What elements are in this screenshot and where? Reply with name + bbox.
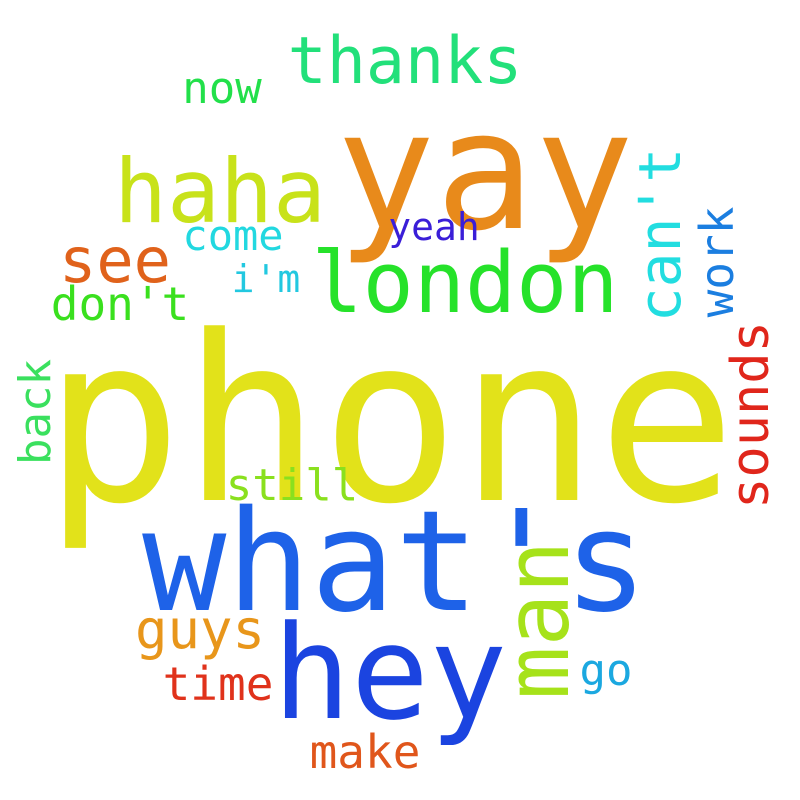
word-whats: what's (142, 481, 648, 644)
word-back: back (10, 359, 61, 465)
word-work: work (690, 207, 744, 318)
word-dont: don't (51, 277, 189, 331)
word-still: still (226, 460, 358, 511)
word-see: see (59, 224, 171, 297)
word-london: london (311, 234, 618, 333)
word-guys: guys (135, 598, 265, 661)
word-time: time (163, 657, 274, 711)
word-man: man (486, 541, 589, 700)
word-phone: phone (44, 288, 736, 555)
word-cant: can't (626, 148, 694, 323)
word-sounds: sounds (721, 321, 781, 509)
word-make: make (310, 725, 421, 779)
word-haha: haha (114, 140, 326, 243)
word-im: i'm (232, 257, 301, 301)
word-come: come (182, 211, 283, 260)
word-hey: hey (273, 597, 508, 749)
word-yay: yay (336, 75, 634, 267)
word-go: go (580, 645, 633, 696)
word-now: now (182, 63, 262, 114)
word-thanks: thanks (288, 24, 523, 99)
word-yeah: yeah (388, 205, 480, 249)
